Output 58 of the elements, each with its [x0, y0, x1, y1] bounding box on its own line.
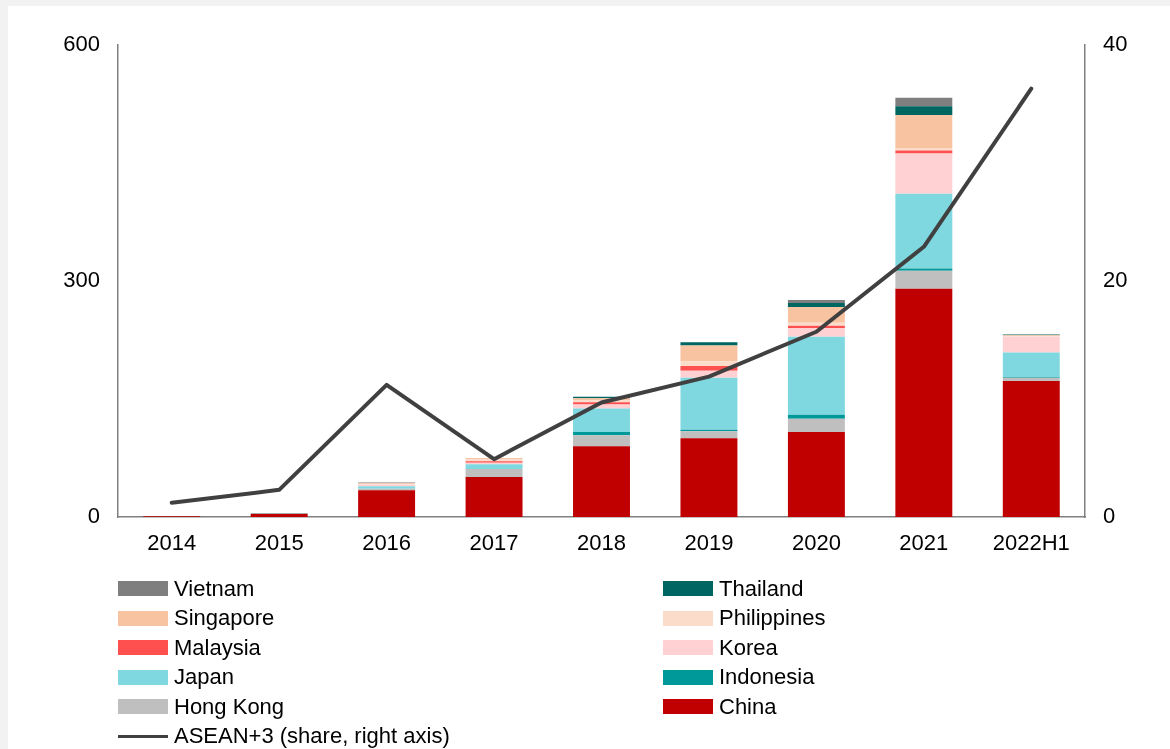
bar — [680, 361, 738, 366]
bar — [680, 342, 738, 346]
bar — [1002, 336, 1060, 353]
legend-label: Philippines — [719, 605, 826, 632]
bar — [895, 193, 953, 269]
x-tick-label: 2014 — [147, 530, 197, 556]
y-tick-label: 300 — [63, 267, 100, 293]
legend-label: China — [719, 693, 777, 720]
bar — [787, 418, 845, 433]
x-tick-label: 2017 — [469, 530, 519, 556]
legend-label: Singapore — [174, 605, 275, 632]
x-tick-label: 2016 — [362, 530, 412, 556]
y-tick-label: 600 — [63, 31, 100, 57]
bar — [787, 303, 845, 307]
bar — [573, 408, 630, 433]
bar — [787, 299, 845, 304]
y-tick-label: 0 — [87, 503, 100, 529]
legend-label: ASEAN+3 (share, right axis) — [174, 723, 450, 749]
bar — [680, 431, 738, 439]
legend-label: Vietnam — [174, 575, 255, 602]
bar — [680, 377, 738, 430]
x-tick-label: 2015 — [254, 530, 304, 556]
bar — [895, 153, 953, 194]
bar — [895, 106, 953, 116]
bar — [895, 270, 953, 289]
bar — [1002, 352, 1060, 377]
bar — [465, 464, 523, 470]
legend-label: Indonesia — [719, 664, 815, 691]
bar — [787, 306, 845, 323]
x-tick-label: 2018 — [577, 530, 626, 556]
bar — [465, 469, 523, 477]
bar — [895, 115, 953, 149]
bar — [895, 97, 953, 107]
x-tick-label: 2019 — [684, 530, 734, 556]
bar — [787, 432, 845, 517]
bar — [787, 336, 845, 415]
bar — [1002, 380, 1060, 517]
bar — [573, 432, 630, 436]
bar — [465, 476, 523, 517]
bar — [895, 288, 953, 517]
y2-tick-label: 40 — [1103, 31, 1128, 57]
legend-label: Korea — [719, 634, 778, 661]
y2-tick-label: 20 — [1103, 267, 1128, 293]
legend-label: Malaysia — [174, 634, 261, 661]
bar — [680, 438, 738, 517]
bar — [573, 435, 630, 447]
legend-label: Japan — [174, 664, 234, 691]
y2-tick-label: 0 — [1103, 503, 1116, 529]
legend-label: Thailand — [719, 575, 804, 602]
legend-label: Hong Kong — [174, 693, 285, 720]
bar — [573, 446, 630, 517]
x-tick-label: 2022H1 — [992, 530, 1070, 556]
bar — [358, 490, 416, 517]
x-tick-label: 2021 — [899, 530, 949, 556]
bar — [895, 268, 953, 271]
bar — [680, 345, 738, 362]
x-tick-label: 2020 — [791, 530, 841, 556]
bar — [787, 414, 845, 419]
